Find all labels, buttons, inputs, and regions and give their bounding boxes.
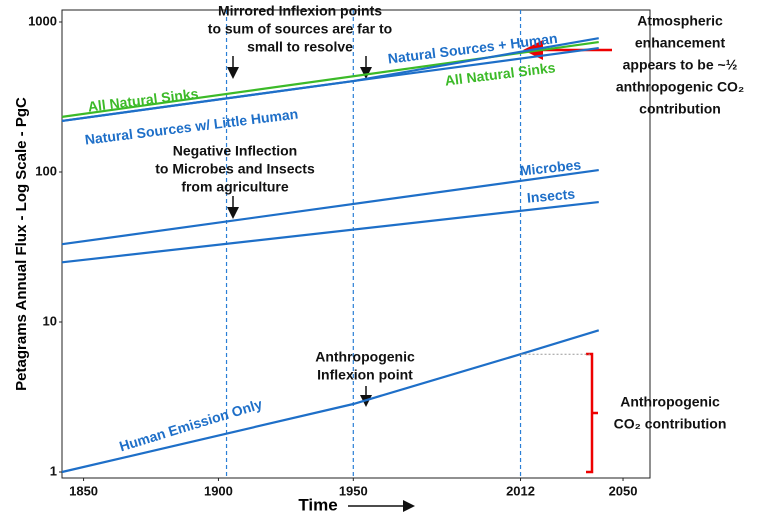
annotation: from agriculture <box>181 179 289 195</box>
series-line <box>61 200 599 264</box>
y-tick-label: 1 <box>50 463 57 478</box>
series-label: Microbes <box>519 156 582 178</box>
x-tick-label: 1900 <box>204 483 233 498</box>
annotation: anthropogenic CO₂ <box>616 79 744 95</box>
y-axis-label: Petagrams Annual Flux - Log Scale - PgC <box>13 97 30 391</box>
x-tick-label: 2012 <box>506 483 535 498</box>
annotation: Atmospheric <box>637 13 723 29</box>
series-line <box>61 37 599 123</box>
y-tick-label: 100 <box>35 163 57 178</box>
series-label: Human Emission Only <box>117 396 264 455</box>
annotation: Negative Inflection <box>173 143 297 159</box>
annotation: to sum of sources are far to <box>208 21 392 37</box>
annotation: Inflexion point <box>317 367 413 383</box>
annotation: contribution <box>639 101 721 117</box>
annotation: CO₂ contribution <box>614 416 727 432</box>
annotation: Anthropogenic <box>315 349 415 365</box>
series-line <box>61 168 599 246</box>
series-line <box>61 329 600 474</box>
annotation: enhancement <box>635 35 726 51</box>
annotation: to Microbes and Insects <box>155 161 315 177</box>
y-tick-label: 10 <box>43 313 57 328</box>
x-tick-label: 1850 <box>69 483 98 498</box>
bracket <box>586 352 598 474</box>
series-label: Insects <box>526 186 576 206</box>
annotation: Mirrored Inflexion points <box>218 3 382 19</box>
annotation: Anthropogenic <box>620 394 720 410</box>
x-tick-label: 1950 <box>339 483 368 498</box>
annotation: appears to be ~½ <box>623 57 738 73</box>
y-tick-label: 1000 <box>28 13 57 28</box>
series-label: Natural Sources w/ Little Human <box>84 106 299 148</box>
x-axis-label: Time <box>298 495 337 514</box>
annotation: small to resolve <box>247 39 353 55</box>
x-tick-label: 2050 <box>609 483 638 498</box>
series-label: All Natural Sinks <box>444 59 557 88</box>
